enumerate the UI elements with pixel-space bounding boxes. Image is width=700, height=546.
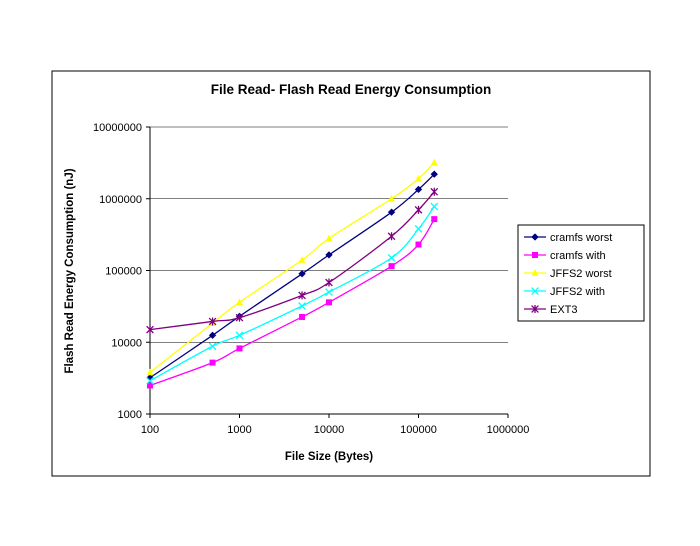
axes [146, 126, 509, 418]
data-point-cramfs-worst [325, 251, 333, 259]
legend-item-jffs2-worst: JFFS2 worst [524, 268, 612, 280]
y-tick-label: 100000 [105, 266, 142, 278]
legend-marker [531, 287, 539, 295]
data-point-jffs2-with [298, 302, 306, 310]
data-point-jffs2-with [146, 376, 154, 385]
data-point-cramfs-worst [387, 208, 396, 216]
data-point-jffs2-worst [146, 368, 154, 376]
series-cramfs-with [147, 216, 438, 389]
y-tick-label: 1000 [118, 409, 142, 421]
y-axis-label: Flash Read Energy Consumption (nJ) [64, 168, 76, 373]
legend: cramfs worst cramfs with JFFS2 worst JFFS2 … [517, 224, 645, 322]
data-point-cramfs-with [209, 359, 216, 366]
data-point-jffs2-with [430, 202, 439, 211]
data-point-cramfs-worst [430, 170, 439, 178]
x-tick-label: 10000 [314, 424, 345, 436]
data-point-ext3 [235, 313, 244, 322]
legend-marker [532, 252, 538, 258]
data-point-cramfs-with [326, 299, 332, 306]
legend-marker [531, 269, 539, 276]
data-point-jffs2-with [387, 254, 396, 262]
legend-marker [531, 233, 539, 241]
x-tick-label: 1000000 [487, 424, 530, 436]
series-ext3 [146, 187, 439, 334]
y-tick-label: 10000000 [93, 122, 142, 134]
legend-marker [531, 305, 539, 313]
data-point-cramfs-with [415, 241, 422, 248]
data-point-jffs2-with [235, 331, 244, 340]
data-point-jffs2-with [414, 225, 423, 233]
data-point-cramfs-with [388, 263, 395, 270]
chart-title: File Read- Flash Read Energy Consumption [211, 82, 492, 97]
data-point-jffs2-worst [325, 234, 333, 242]
data-point-ext3 [430, 187, 439, 196]
data-point-cramfs-worst [414, 185, 423, 194]
data-point-ext3 [298, 291, 306, 300]
x-tick-label: 1000 [227, 424, 251, 436]
legend-item-cramfs-with: cramfs with [524, 250, 606, 262]
data-point-ext3 [387, 232, 396, 241]
x-tick-label: 100 [141, 424, 159, 436]
data-point-cramfs-with [299, 313, 306, 320]
data-point-jffs2-worst [388, 194, 395, 202]
legend-item-jffs2-with: JFFS2 with [524, 286, 605, 298]
data-point-ext3 [208, 317, 217, 326]
data-point-jffs2-worst [415, 174, 422, 182]
legend-label: cramfs with [550, 250, 606, 262]
legend-label: EXT3 [550, 304, 578, 316]
x-axis-label: File Size (Bytes) [285, 451, 373, 463]
data-point-ext3 [414, 205, 423, 214]
data-point-jffs2-with [208, 342, 217, 351]
series-layer [146, 158, 439, 389]
legend-item-ext3: EXT3 [524, 304, 578, 316]
legend-item-cramfs-worst: cramfs worst [524, 232, 612, 244]
data-point-jffs2-worst [430, 158, 438, 166]
data-point-ext3 [325, 278, 333, 287]
data-point-cramfs-with [147, 382, 153, 389]
legend-label: JFFS2 worst [550, 268, 612, 280]
data-point-jffs2-worst [298, 256, 306, 263]
data-point-cramfs-worst [298, 270, 306, 278]
data-point-ext3 [146, 325, 154, 334]
y-tick-label: 1000000 [99, 194, 142, 206]
data-point-cramfs-with [431, 216, 438, 223]
data-point-cramfs-worst [208, 331, 217, 340]
x-tick-label: 100000 [400, 424, 437, 436]
grid [150, 126, 508, 343]
legend-label: cramfs worst [550, 232, 612, 244]
series-jffs2-with [146, 202, 439, 385]
y-tick-label: 10000 [111, 337, 142, 349]
data-point-jffs2-with [325, 288, 333, 296]
data-point-jffs2-worst [236, 298, 243, 306]
tick-labels: 1000 10000 100000 1000000 10000000 100 1000 100… [93, 122, 529, 436]
data-point-cramfs-with [236, 345, 243, 352]
legend-label: JFFS2 with [550, 286, 605, 298]
